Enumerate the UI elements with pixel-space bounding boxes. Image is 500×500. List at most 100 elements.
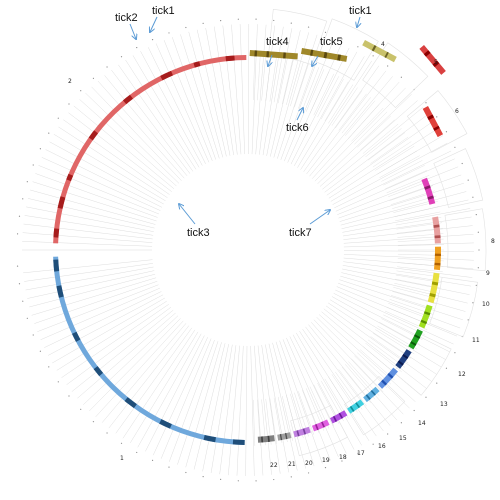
radial-tick-outer: [286, 460, 289, 473]
tick-mark-dot: [436, 116, 438, 118]
radial-tick-outer: [355, 434, 362, 446]
radial-tick-outer: [188, 31, 193, 44]
tick-mark-dot: [475, 214, 477, 216]
radial-tick-outer: [369, 426, 377, 437]
zoom-panel: [429, 276, 479, 338]
radial-tick: [268, 343, 295, 459]
tick-mark-dot: [237, 18, 239, 20]
radial-tick-right: [257, 54, 261, 101]
radial-tick-outer: [89, 402, 98, 412]
ideogram-band-chr8: [427, 195, 434, 200]
chr-label-2: 2: [68, 78, 72, 85]
tick-mark-dot: [341, 38, 343, 40]
radial-tick-right: [282, 59, 293, 104]
tick-mark-dot: [387, 65, 389, 67]
radial-tick-outer: [461, 234, 474, 236]
tick-mark-dot: [92, 77, 95, 79]
tick-mark-dot: [32, 334, 34, 336]
radial-tick-outer: [461, 267, 474, 270]
ideogram-band-chr10: [434, 262, 441, 266]
tick-mark-dot: [357, 452, 359, 454]
tick-mark-dot: [168, 466, 170, 468]
radial-tick-outer: [27, 295, 40, 299]
radial-tick-right: [375, 146, 415, 171]
chr-label-1: 1: [120, 455, 124, 462]
radial-tick: [54, 291, 162, 343]
tick-mark-dot: [255, 18, 257, 20]
radial-tick-outer: [256, 24, 258, 37]
radial-tick: [322, 114, 414, 190]
tick-mark-dot: [425, 102, 427, 104]
tick-mark-dot: [341, 460, 343, 462]
tick-mark-dot: [26, 181, 28, 183]
zoom-panel: [406, 90, 468, 153]
radial-tick: [280, 48, 322, 160]
strip-body: [362, 40, 397, 63]
radial-tick-right: [379, 155, 420, 178]
radial-tick-outer: [297, 30, 301, 42]
radial-tick-outer: [270, 462, 272, 475]
chr-label-6: 6: [455, 108, 459, 115]
radial-tick: [275, 341, 311, 455]
radial-tick: [339, 279, 452, 317]
radial-tick-outer: [56, 363, 68, 371]
radial-tick-outer: [365, 60, 372, 72]
radial-tick: [60, 147, 164, 205]
tick-mark-dot: [425, 396, 427, 398]
radial-tick-outer: [459, 284, 472, 287]
radial-tick-outer: [148, 47, 154, 59]
ideogram-band-chr12: [420, 319, 428, 325]
radial-tick-right: [331, 87, 358, 126]
radial-tick-outer: [460, 275, 473, 278]
tick-mark-dot: [324, 31, 327, 33]
radial-tick-outer: [32, 181, 45, 186]
radial-tick-outer: [222, 25, 225, 38]
radial-tick-outer: [31, 311, 44, 316]
radial-tick-outer: [340, 442, 347, 454]
strip-body: [249, 50, 298, 60]
ideogram-chr14: [395, 349, 412, 369]
tick-mark-dot: [18, 283, 21, 285]
radial-tick-outer: [318, 452, 323, 464]
ideogram-band-chr2: [122, 94, 133, 105]
radial-tick-right: [302, 67, 320, 111]
tick-mark-dot: [22, 198, 24, 200]
radial-tick-right: [338, 93, 367, 131]
tick-mark-dot: [467, 179, 469, 181]
tick-mark-dot: [26, 317, 28, 319]
radial-tick-outer: [104, 75, 113, 85]
zoom-panel: [362, 42, 429, 109]
radial-tick-right: [348, 104, 380, 139]
radial-tick-right: [368, 132, 406, 161]
radial-tick-outer: [95, 407, 104, 418]
ideogram-band-chr1: [53, 259, 60, 272]
radial-tick-outer: [231, 24, 233, 37]
radial-tick: [343, 261, 461, 277]
ideogram-chr18: [329, 410, 348, 424]
ideogram-chr10: [433, 246, 441, 271]
radial-tick: [342, 268, 458, 293]
radial-tick-right: [269, 398, 277, 444]
tick-mark-dot: [273, 478, 275, 481]
strip-band: [310, 49, 314, 56]
ideogram-band-chr2: [160, 70, 173, 81]
ideogram-band-chr2: [88, 130, 99, 141]
radial-tick-outer: [66, 377, 77, 385]
radial-tick: [290, 58, 344, 165]
radial-tick-outer: [382, 416, 391, 426]
callout-tick1: tick1: [152, 5, 175, 17]
radial-tick: [338, 282, 449, 325]
tick-mark-dot: [68, 103, 70, 105]
radial-tick-outer: [125, 59, 133, 71]
ideogram-band-chr18: [338, 412, 344, 419]
radial-tick: [300, 70, 366, 170]
radial-tick-right: [383, 165, 425, 186]
chr-label-13: 13: [440, 401, 448, 408]
radial-tick-outer: [228, 463, 230, 476]
radial-tick-outer: [384, 76, 393, 86]
strip-band: [337, 54, 341, 61]
ideogram-band-chr11: [429, 293, 436, 298]
tick-mark-dot: [372, 55, 374, 57]
strip-band: [283, 52, 286, 59]
tick-mark-dot: [92, 421, 95, 423]
